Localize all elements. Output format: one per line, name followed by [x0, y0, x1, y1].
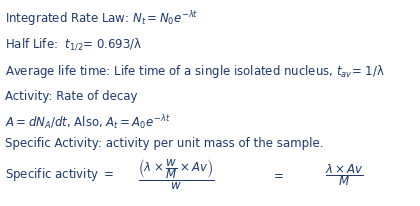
Text: $A = dN_A/dt$, Also, $A_t= A_0e^{-\lambda t}$: $A = dN_A/dt$, Also, $A_t= A_0e^{-\lambd… [5, 112, 171, 131]
Text: $\dfrac{\lambda\times Av}{M}$: $\dfrac{\lambda\times Av}{M}$ [325, 161, 364, 187]
Text: Half Life:  $t_{1/2}$= 0.693/λ: Half Life: $t_{1/2}$= 0.693/λ [5, 36, 143, 52]
Text: Specific activity $=$: Specific activity $=$ [5, 166, 115, 183]
Text: Integrated Rate Law: $N_t = N_0e^{-\lambda t}$: Integrated Rate Law: $N_t = N_0e^{-\lamb… [5, 9, 199, 29]
Text: $\dfrac{\left(\lambda\times\dfrac{w}{M}\times Av\right)}{w}$: $\dfrac{\left(\lambda\times\dfrac{w}{M}\… [138, 157, 215, 191]
Text: Activity: Rate of decay: Activity: Rate of decay [5, 90, 138, 103]
Text: Average life time: Life time of a single isolated nucleus, $t_{av}$= 1/λ: Average life time: Life time of a single… [5, 63, 385, 80]
Text: $=$: $=$ [271, 168, 284, 180]
Text: Specific Activity: activity per unit mass of the sample.: Specific Activity: activity per unit mas… [5, 136, 324, 149]
